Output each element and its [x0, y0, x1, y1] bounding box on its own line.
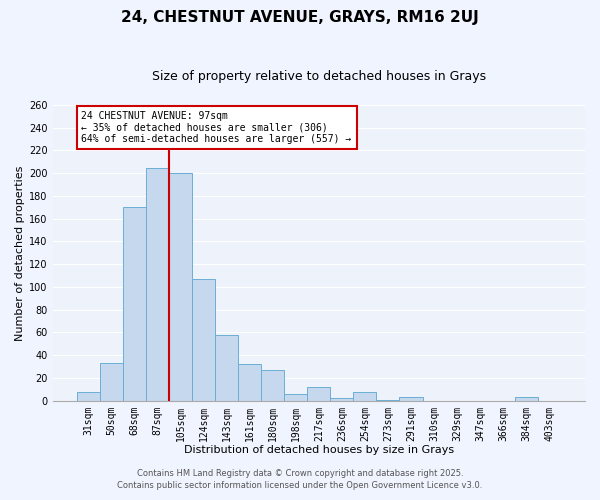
Title: Size of property relative to detached houses in Grays: Size of property relative to detached ho… — [152, 70, 486, 83]
Bar — [192, 279, 215, 400]
Bar — [284, 394, 307, 400]
Bar — [307, 387, 331, 400]
Text: 24 CHESTNUT AVENUE: 97sqm
← 35% of detached houses are smaller (306)
64% of semi: 24 CHESTNUT AVENUE: 97sqm ← 35% of detac… — [82, 110, 352, 144]
Y-axis label: Number of detached properties: Number of detached properties — [15, 165, 25, 340]
Bar — [331, 398, 353, 400]
Bar — [400, 398, 422, 400]
X-axis label: Distribution of detached houses by size in Grays: Distribution of detached houses by size … — [184, 445, 454, 455]
Bar — [77, 392, 100, 400]
Bar — [261, 370, 284, 400]
Bar — [515, 398, 538, 400]
Bar — [238, 364, 261, 400]
Bar — [353, 392, 376, 400]
Bar — [215, 335, 238, 400]
Text: Contains HM Land Registry data © Crown copyright and database right 2025.
Contai: Contains HM Land Registry data © Crown c… — [118, 468, 482, 490]
Text: 24, CHESTNUT AVENUE, GRAYS, RM16 2UJ: 24, CHESTNUT AVENUE, GRAYS, RM16 2UJ — [121, 10, 479, 25]
Bar — [100, 363, 123, 401]
Bar — [146, 168, 169, 400]
Bar — [123, 208, 146, 400]
Bar — [169, 173, 192, 400]
